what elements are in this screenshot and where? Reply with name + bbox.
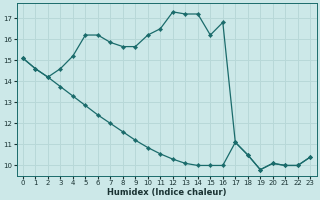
X-axis label: Humidex (Indice chaleur): Humidex (Indice chaleur) (107, 188, 226, 197)
